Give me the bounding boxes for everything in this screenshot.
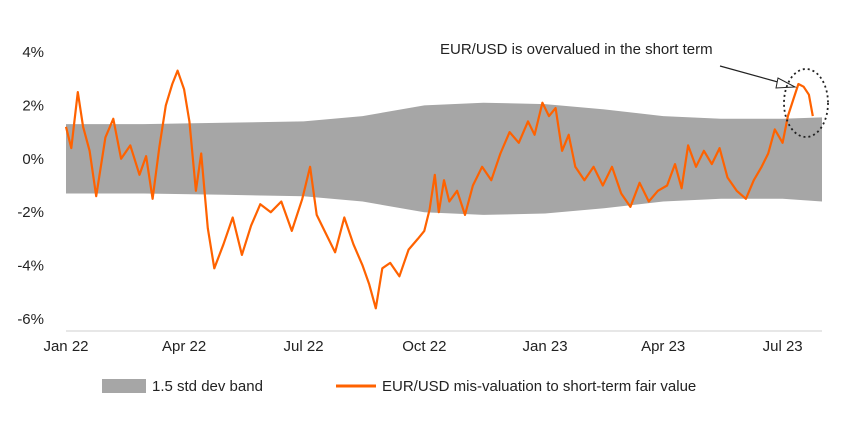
x-tick-label: Apr 23 — [641, 338, 685, 355]
annotation-arrow-line — [719, 65, 786, 85]
std-dev-band — [66, 102, 822, 215]
band-layer — [66, 102, 822, 215]
annotation-arrow-head — [775, 77, 797, 89]
y-axis: 4% 2% 0% -2% -4% -6% — [17, 44, 44, 328]
legend-band-swatch — [102, 379, 146, 393]
series-line-0 — [64, 69, 814, 310]
line-layer — [64, 69, 814, 310]
y-tick-label: 0% — [22, 151, 44, 168]
y-tick-label: -2% — [17, 204, 44, 221]
legend-series-label: EUR/USD mis-valuation to short-term fair… — [382, 378, 696, 395]
legend: 1.5 std dev band EUR/USD mis-valuation t… — [102, 378, 696, 395]
legend-band-label: 1.5 std dev band — [152, 378, 263, 395]
x-tick-label: Oct 22 — [402, 338, 446, 355]
y-tick-label: 2% — [22, 97, 44, 114]
y-tick-label: 4% — [22, 44, 44, 61]
highlight-circle — [783, 68, 829, 138]
x-tick-label: Jul 22 — [284, 338, 324, 355]
y-tick-label: -4% — [17, 258, 44, 275]
annotation-text: EUR/USD is overvalued in the short term — [440, 41, 713, 58]
x-tick-label: Jul 23 — [763, 338, 803, 355]
x-tick-label: Apr 22 — [162, 338, 206, 355]
y-tick-label: -6% — [17, 311, 44, 328]
x-tick-label: Jan 22 — [43, 338, 88, 355]
x-tick-label: Jan 23 — [523, 338, 568, 355]
annotation-layer: EUR/USD is overvalued in the short term — [440, 41, 829, 138]
x-axis: Jan 22 Apr 22 Jul 22 Oct 22 Jan 23 Apr 23 Jul … — [43, 330, 822, 355]
